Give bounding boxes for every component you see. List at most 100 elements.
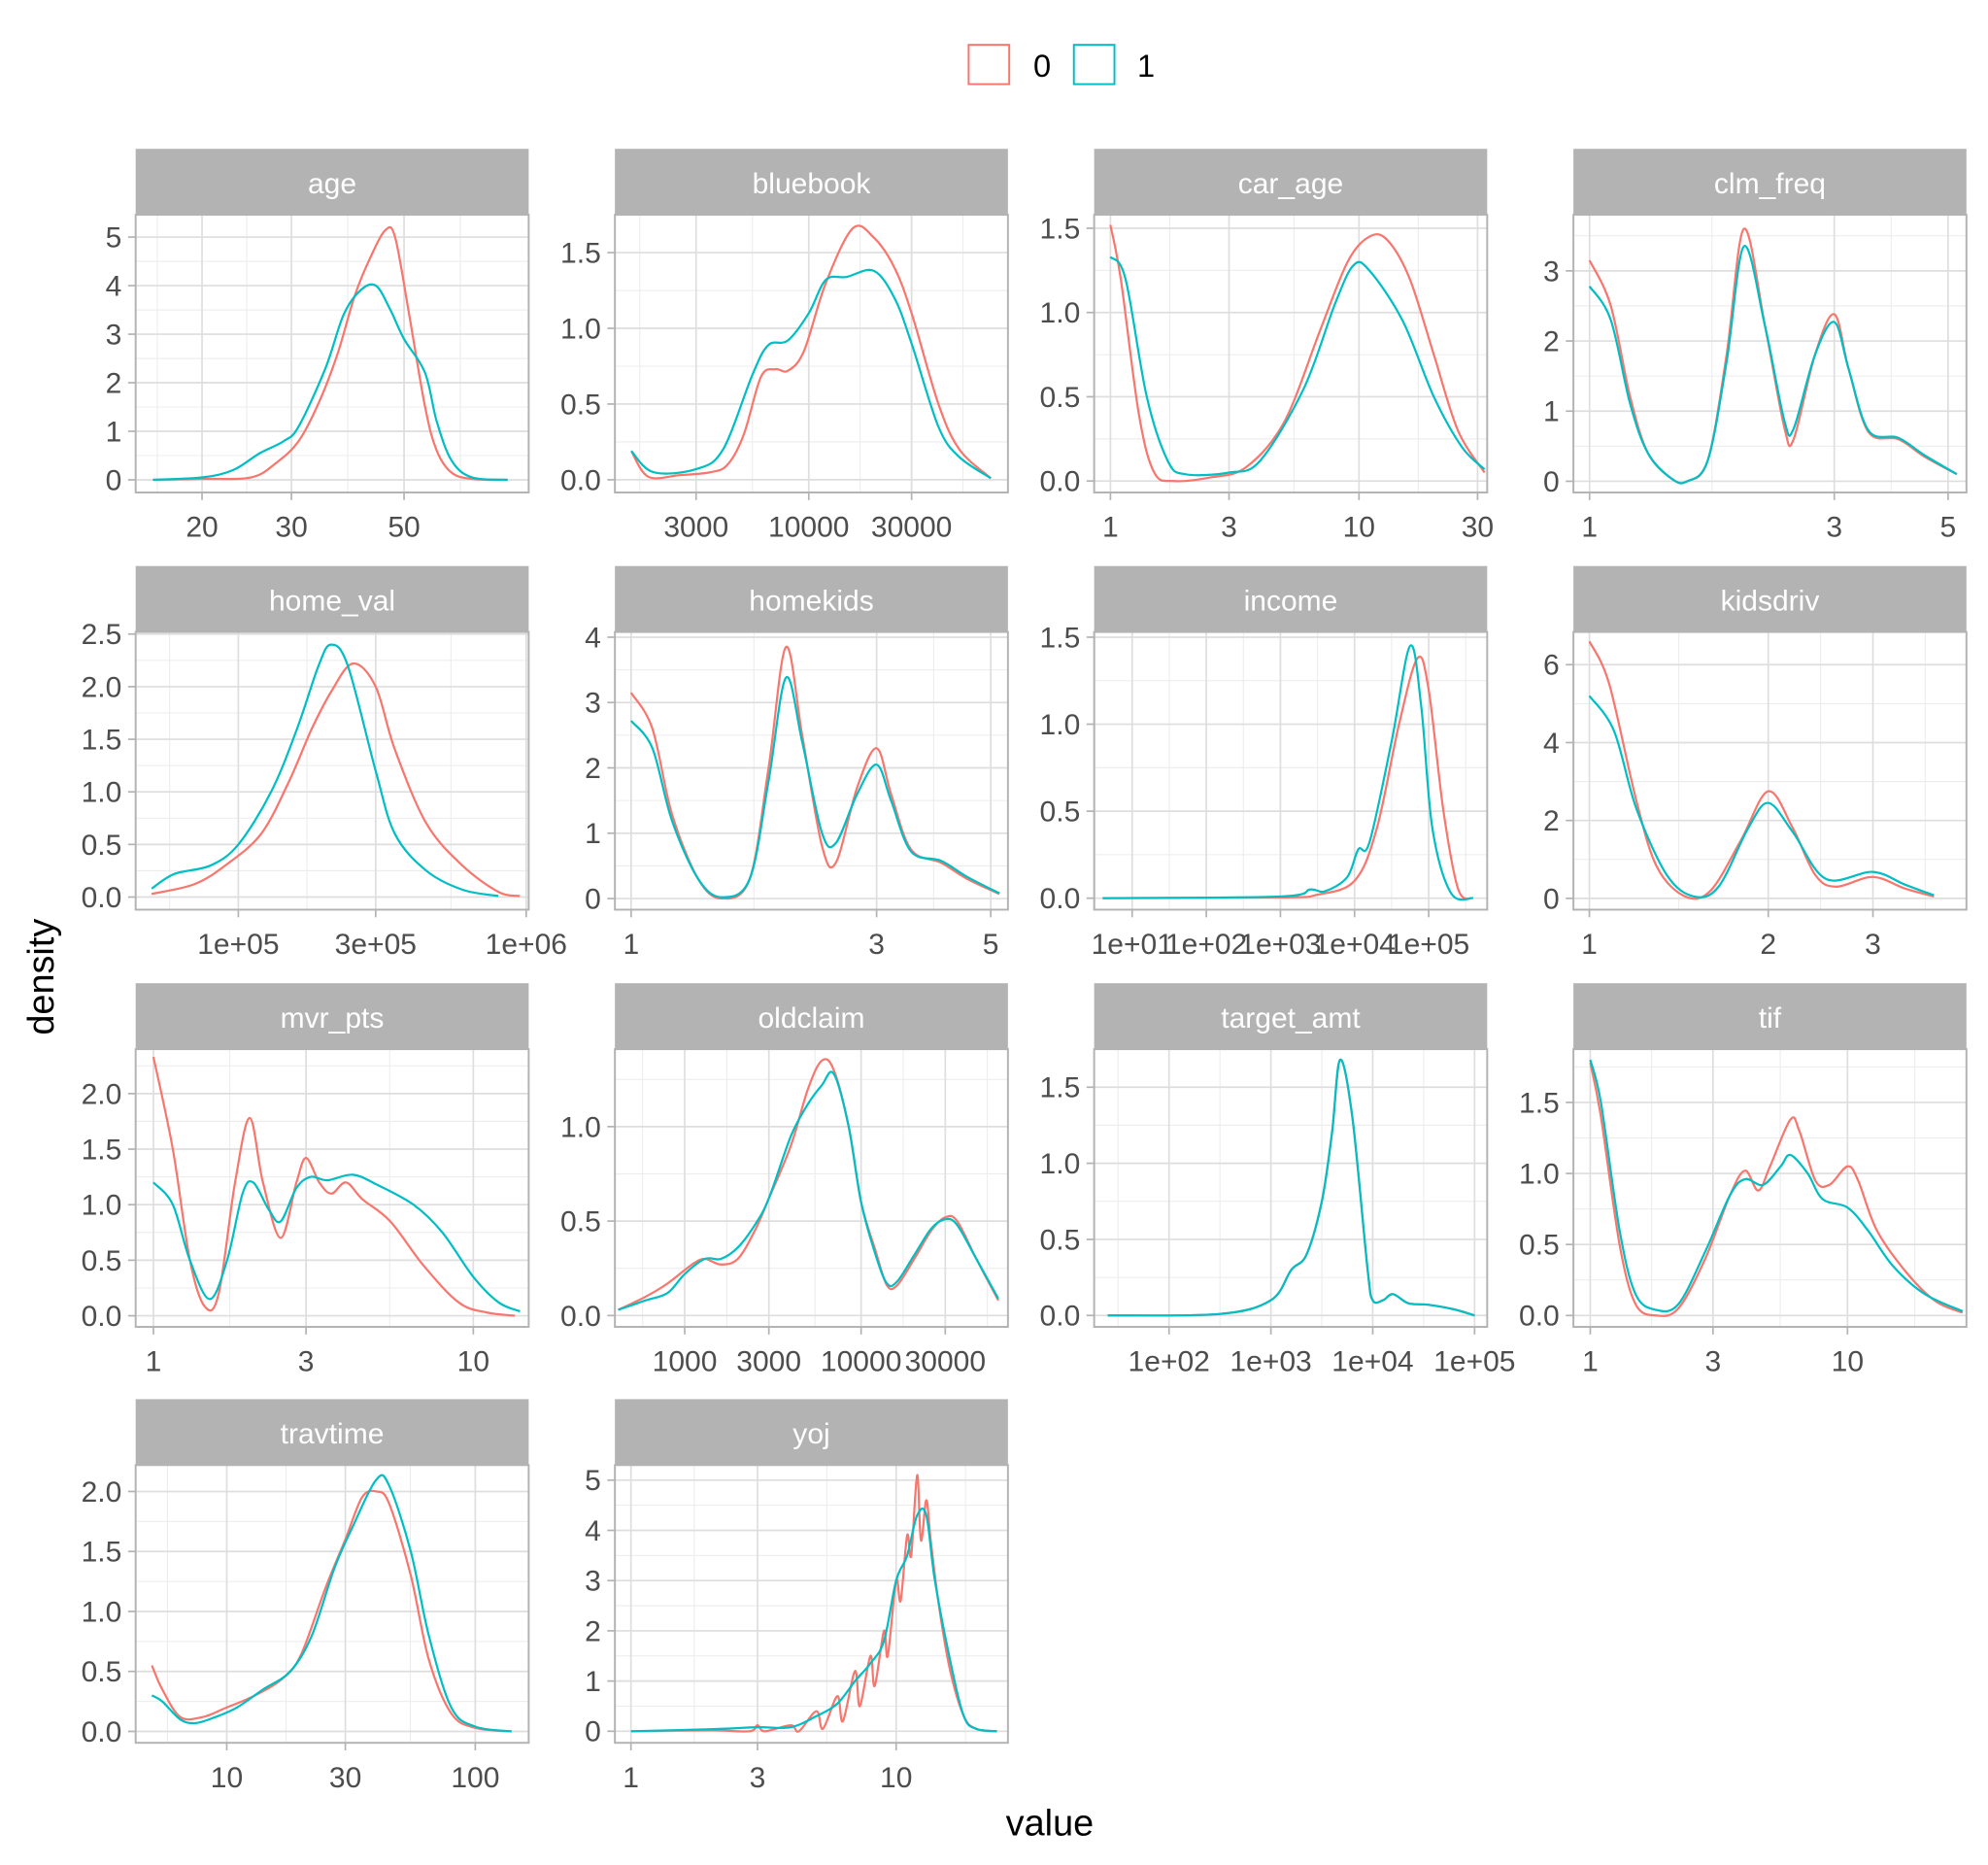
x-tick-label: 10 bbox=[1343, 512, 1375, 544]
density-curves bbox=[630, 224, 992, 480]
density-curves bbox=[152, 225, 508, 482]
y-tick-label: 0.5 bbox=[82, 1245, 122, 1277]
x-tick-label: 3 bbox=[1865, 929, 1881, 961]
facet-strip bbox=[135, 1399, 529, 1466]
gridlines bbox=[1573, 631, 1967, 910]
y-tick-label: 1.0 bbox=[1040, 1148, 1081, 1180]
y-tick-label: 5 bbox=[585, 1465, 601, 1497]
panel-border bbox=[614, 1464, 1009, 1745]
y-tick-label: 1.5 bbox=[1040, 1072, 1081, 1104]
facet-strip bbox=[135, 983, 529, 1050]
y-tick-label: 1.0 bbox=[82, 1190, 122, 1222]
gridlines bbox=[1094, 1049, 1488, 1328]
facet-strip-label: bluebook bbox=[753, 168, 872, 200]
y-tick-label: 0.0 bbox=[1040, 1301, 1081, 1333]
y-tick-label: 4 bbox=[585, 622, 601, 654]
y-tick-label: 0.0 bbox=[82, 882, 122, 914]
facet-strip bbox=[1094, 565, 1488, 632]
x-tick-label: 3 bbox=[1221, 512, 1237, 544]
facet-panel-bluebook: bluebook 3000 10000 30000 0.0 0.5 1.0 1.5 bbox=[560, 149, 1009, 544]
panel-background bbox=[1094, 215, 1488, 492]
x-tick-label: 1 bbox=[146, 1346, 162, 1378]
y-tick-label: 0.5 bbox=[560, 1206, 601, 1238]
x-tick-label: 10 bbox=[1832, 1346, 1864, 1378]
gridlines bbox=[615, 631, 1008, 910]
y-tick-label: 1 bbox=[585, 1666, 601, 1698]
y-tick-label: 3 bbox=[106, 319, 122, 351]
x-tick-label: 1e+03 bbox=[1230, 1346, 1311, 1378]
gridlines bbox=[615, 1049, 1008, 1328]
density-curves bbox=[630, 1474, 997, 1733]
density-line-1 bbox=[151, 1474, 512, 1733]
density-line-0 bbox=[1109, 224, 1486, 483]
facet-panel-target_amt: target_amt 1e+02 1e+03 1e+04 1e+05 0.0 0.5 1.0 1… bbox=[1040, 983, 1516, 1378]
x-tick-label: 2 bbox=[1760, 929, 1776, 961]
facet-panel-mvr_pts: mvr_pts 1 3 10 0.0 0.5 1.0 1.5 2.0 bbox=[82, 983, 530, 1378]
x-tick-label: 3 bbox=[868, 929, 885, 961]
x-tick-label: 3 bbox=[1826, 512, 1842, 544]
density-curves bbox=[629, 646, 1000, 900]
gridlines bbox=[1573, 1049, 1967, 1328]
y-tick-label: 0.0 bbox=[1040, 883, 1081, 915]
gridlines bbox=[1573, 215, 1967, 492]
facet-strip bbox=[615, 149, 1008, 216]
facet-strip-label: oldclaim bbox=[758, 1002, 864, 1034]
y-tick-label: 2.0 bbox=[82, 671, 122, 703]
density-line-0 bbox=[152, 225, 508, 482]
panel-border bbox=[1572, 1048, 1968, 1328]
y-tick-label: 1.0 bbox=[1519, 1159, 1560, 1191]
x-tick-label: 1 bbox=[623, 1762, 639, 1794]
x-tick-label: 1e+01 bbox=[1092, 929, 1173, 961]
panel-border bbox=[134, 630, 530, 911]
x-tick-label: 3 bbox=[298, 1346, 315, 1378]
y-tick-label: 2.0 bbox=[82, 1476, 122, 1509]
panel-background bbox=[615, 215, 1008, 492]
y-tick-label: 2 bbox=[1543, 325, 1560, 357]
density-curves bbox=[618, 1058, 999, 1311]
facet-strip-label: homekids bbox=[749, 585, 873, 617]
panel-background bbox=[135, 631, 529, 910]
panel-border bbox=[614, 630, 1009, 911]
x-tick-label: 1e+02 bbox=[1129, 1346, 1210, 1378]
y-tick-label: 1.5 bbox=[82, 1134, 122, 1166]
x-tick-label: 1 bbox=[1581, 512, 1598, 544]
y-tick-label: 1.0 bbox=[1040, 709, 1081, 741]
x-tick-label: 1e+02 bbox=[1165, 929, 1247, 961]
legend-key-1 bbox=[1072, 44, 1116, 85]
facet-strip-label: home_val bbox=[269, 585, 395, 617]
y-tick-label: 4 bbox=[106, 271, 122, 303]
y-tick-label: 3 bbox=[585, 688, 601, 720]
density-line-1 bbox=[152, 283, 508, 482]
facet-strip-label: tif bbox=[1759, 1002, 1782, 1034]
panel-border bbox=[614, 214, 1009, 493]
density-line-1 bbox=[629, 676, 1000, 899]
density-curves bbox=[1109, 224, 1486, 483]
y-tick-label: 0.5 bbox=[1040, 797, 1081, 829]
panel-background bbox=[135, 1049, 529, 1328]
y-tick-label: 2.5 bbox=[82, 619, 122, 651]
panel-background bbox=[615, 1465, 1008, 1744]
density-line-1 bbox=[1109, 255, 1486, 477]
panel-border bbox=[134, 1048, 530, 1328]
facet-strip-label: clm_freq bbox=[1714, 168, 1826, 200]
facet-strip bbox=[615, 1399, 1008, 1466]
y-tick-label: 4 bbox=[1543, 728, 1560, 760]
density-line-1 bbox=[1589, 1059, 1964, 1313]
density-curves bbox=[151, 643, 521, 898]
y-tick-label: 1 bbox=[106, 416, 122, 448]
x-tick-label: 1e+05 bbox=[197, 929, 279, 961]
facet-strip bbox=[1573, 565, 1967, 632]
facet-strip bbox=[1094, 983, 1488, 1050]
facet-strip bbox=[1094, 149, 1488, 216]
panel-border bbox=[1572, 214, 1968, 493]
y-tick-label: 0.0 bbox=[560, 1301, 601, 1333]
legend-label-1: 1 bbox=[1137, 48, 1155, 84]
facet-panel-oldclaim: oldclaim 1000 3000 10000 30000 0.0 0.5 1.0 bbox=[560, 983, 1009, 1378]
panel-background bbox=[615, 1049, 1008, 1328]
y-tick-label: 1.0 bbox=[560, 1111, 601, 1143]
x-tick-label: 1 bbox=[1102, 512, 1119, 544]
y-tick-label: 5 bbox=[106, 222, 122, 254]
density-line-1 bbox=[630, 1508, 997, 1733]
